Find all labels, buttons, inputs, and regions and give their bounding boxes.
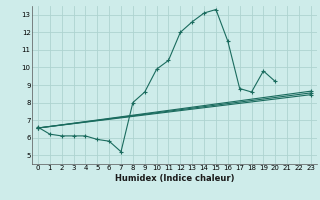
X-axis label: Humidex (Indice chaleur): Humidex (Indice chaleur) bbox=[115, 174, 234, 183]
